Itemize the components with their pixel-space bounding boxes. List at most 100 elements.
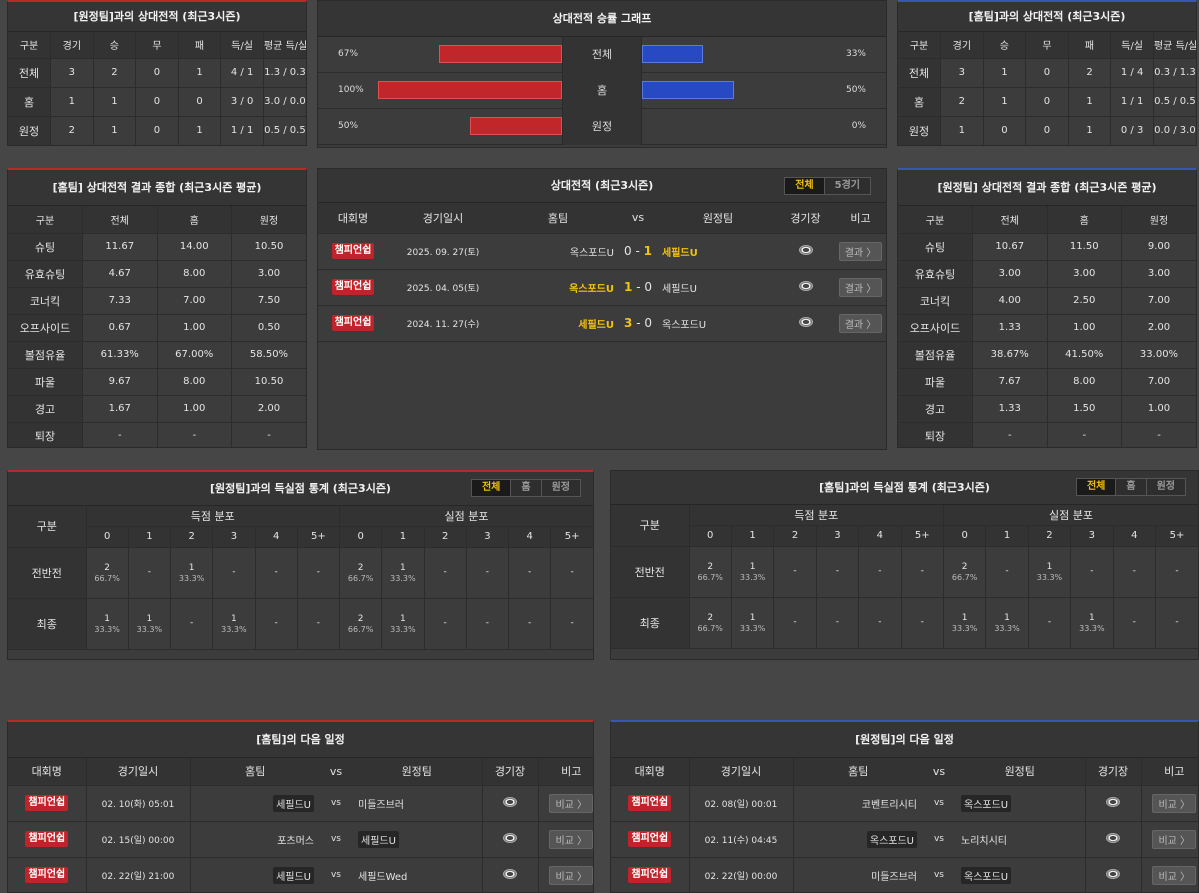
away-team[interactable]: 옥스포드U [961,866,1012,884]
table-cell: 0 [135,87,179,117]
goals-home-table: 구분 득점 분포 실점 분포 0 1 2 3 4 5+ 0 1 2 3 4 5+ 전반전 2 66.7% 1 33.3… [611,505,1198,649]
league-badge[interactable]: 챔피언쉽 [25,867,69,883]
tab-0[interactable]: 전체 [785,178,825,194]
table-cell: 2 [50,116,94,145]
league-badge[interactable]: 챔피언쉽 [628,795,672,811]
next-away-title: [원정팀]의 다음 일정 [611,722,1198,758]
table-row: 코너킥 4.00 2.50 7.00 [898,287,1196,315]
tab-2[interactable]: 원정 [1156,481,1175,492]
home-team[interactable]: 옥스포드U [866,830,917,848]
table-row: 원정 2 1 0 1 1 / 1 0.5 / 0.5 [8,116,306,145]
result-button[interactable]: 결과 〉 [838,313,883,333]
bucket-header: 3 [466,526,510,548]
compare-button[interactable]: 비교 〉 [549,865,593,885]
away-team[interactable]: 옥스포드U [658,305,778,342]
goal-count: - [485,618,489,628]
home-team[interactable]: 코벤트리시티 [861,799,917,811]
goal-cell: - [255,598,298,650]
league-badge[interactable]: 챔피언쉽 [331,279,375,295]
table-cell: 33.00% [1121,341,1196,369]
stadium-icon[interactable] [1106,832,1120,843]
table-cell: 유효슈팅 [8,260,83,288]
table-cell: 볼점유율 [8,341,83,369]
compare-button[interactable]: 비교 〉 [549,829,593,849]
row-label: 최종 [611,597,690,649]
table-cell: 8.00 [157,368,232,396]
home-team[interactable]: 세필드U [273,794,314,812]
table-row: 유효슈팅 4.67 8.00 3.00 [8,260,306,288]
stadium-icon[interactable] [503,796,517,807]
tab-0[interactable]: 전체 [1076,479,1117,495]
tab-1[interactable]: 홈 [511,480,542,496]
home-cell: 포츠머스 [190,821,320,858]
graph-left-pct: 67% [338,49,359,59]
home-cell: 세필드U [190,857,320,892]
away-team[interactable]: 옥스포드U [961,794,1012,812]
column-header: 승 [983,32,1027,59]
home-team[interactable]: 옥스포드U [498,269,618,306]
home-score: 1 [624,280,633,294]
compare-button[interactable]: 비교 〉 [1152,793,1197,813]
table-cell: 2.00 [1121,314,1196,342]
home-team[interactable]: 세필드U [273,866,314,884]
home-team[interactable]: 미들즈브러 [871,871,917,883]
column-header: 비고 [833,203,886,234]
compare-button[interactable]: 비교 〉 [1152,865,1197,885]
goal-count: - [190,618,194,628]
stadium-icon[interactable] [798,316,813,327]
compare-button[interactable]: 비교 〉 [1152,829,1197,849]
away-team[interactable]: 세필드U [658,233,778,270]
stadium-icon[interactable] [503,868,517,879]
goal-count: - [316,618,320,628]
stadium-icon[interactable] [798,280,813,291]
league-badge[interactable]: 챔피언쉽 [25,795,69,811]
table-cell: - [82,422,158,447]
home-team[interactable]: 포츠머스 [277,835,314,847]
goal-pct: 66.7% [347,573,374,583]
result-button[interactable]: 결과 〉 [838,241,883,261]
table-row: 볼점유율 61.33% 67.00% 58.50% [8,341,306,369]
table-cell: 0 / 3 [1110,116,1154,145]
tab-1[interactable]: 5경기 [834,180,860,191]
goal-pct: 66.7% [347,624,374,634]
league-badge[interactable]: 챔피언쉽 [628,867,672,883]
bucket-header: 4 [255,526,298,548]
tab-0[interactable]: 전체 [471,480,512,496]
stadium-icon[interactable] [1106,868,1120,879]
home-team[interactable]: 옥스포드U [498,233,618,270]
column-header: 무 [135,32,179,59]
table-cell: 1.00 [1121,395,1196,423]
goal-count: - [485,567,489,577]
bucket-header: 0 [86,526,129,548]
table-cell: 3.0 / 0.0 [263,87,306,117]
stadium-icon[interactable] [798,244,813,255]
tab-2[interactable]: 원정 [551,482,570,493]
league-badge[interactable]: 챔피언쉽 [331,315,375,331]
next-home-panel: [홈팀]의 다음 일정 대회명 경기일시 홈팀 vs 원정팀 경기장 비고 챔피언쉽 02. 1… [7,720,594,893]
away-score: 0 [644,316,652,330]
league-badge[interactable]: 챔피언쉽 [331,243,375,259]
goal-count: - [147,567,151,577]
result-button[interactable]: 결과 〉 [838,277,883,297]
away-cell: 노리치시티 [955,821,1086,858]
league-badge[interactable]: 챔피언쉽 [25,831,69,847]
compare-button[interactable]: 비교 〉 [549,793,593,813]
header-row: 대회명 경기일시 홈팀 vs 원정팀 경기장 비고 [8,758,593,786]
league-badge[interactable]: 챔피언쉽 [628,831,672,847]
note-cell: 비교 〉 [1141,785,1198,822]
away-team[interactable]: 세필드U [358,830,399,848]
home-team[interactable]: 세필드U [498,305,618,342]
column-header: 구분 [8,506,87,548]
away-team[interactable]: 노리치시티 [961,835,1007,847]
table-cell: 1 [178,58,222,88]
stadium-icon[interactable] [1106,796,1120,807]
bucket-header: 2 [773,525,817,547]
goal-count: 1 [400,613,406,624]
away-team[interactable]: 미들즈브러 [358,799,404,811]
away-team[interactable]: 세필드Wed [358,871,408,883]
away-team[interactable]: 세필드U [658,269,778,306]
stadium-icon[interactable] [503,832,517,843]
tab-1[interactable]: 홈 [1116,479,1147,495]
win-rate-graph: 67% 전체 33% 100% 홈 50% 50% 원정 0% [318,37,886,145]
